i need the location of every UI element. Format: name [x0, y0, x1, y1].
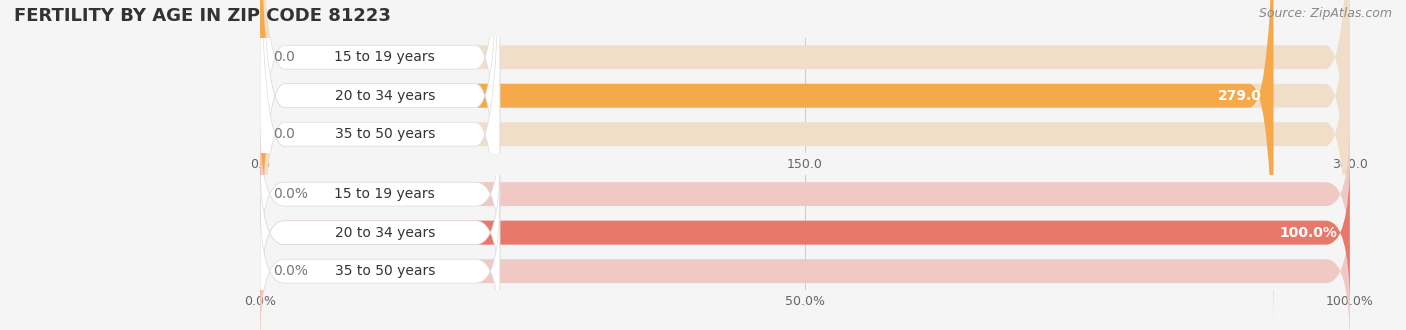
- FancyBboxPatch shape: [260, 0, 1350, 330]
- FancyBboxPatch shape: [260, 159, 1350, 306]
- Text: 20 to 34 years: 20 to 34 years: [335, 89, 434, 103]
- FancyBboxPatch shape: [260, 0, 501, 330]
- FancyBboxPatch shape: [260, 159, 1350, 306]
- Text: 0.0%: 0.0%: [273, 264, 308, 278]
- FancyBboxPatch shape: [260, 0, 501, 301]
- Text: 20 to 34 years: 20 to 34 years: [335, 226, 434, 240]
- FancyBboxPatch shape: [260, 121, 501, 267]
- Text: 279.0: 279.0: [1218, 89, 1261, 103]
- Text: 35 to 50 years: 35 to 50 years: [335, 127, 434, 141]
- FancyBboxPatch shape: [260, 0, 1274, 330]
- Text: Source: ZipAtlas.com: Source: ZipAtlas.com: [1258, 7, 1392, 19]
- FancyBboxPatch shape: [260, 121, 1350, 267]
- FancyBboxPatch shape: [260, 0, 1350, 330]
- Text: 100.0%: 100.0%: [1279, 226, 1337, 240]
- FancyBboxPatch shape: [260, 198, 501, 330]
- Text: 15 to 19 years: 15 to 19 years: [335, 50, 434, 64]
- Text: FERTILITY BY AGE IN ZIP CODE 81223: FERTILITY BY AGE IN ZIP CODE 81223: [14, 7, 391, 25]
- FancyBboxPatch shape: [260, 159, 501, 306]
- FancyBboxPatch shape: [260, 0, 501, 330]
- Text: 35 to 50 years: 35 to 50 years: [335, 264, 434, 278]
- FancyBboxPatch shape: [260, 198, 1350, 330]
- Text: 0.0%: 0.0%: [273, 187, 308, 201]
- Text: 15 to 19 years: 15 to 19 years: [335, 187, 434, 201]
- Text: 0.0: 0.0: [273, 50, 295, 64]
- FancyBboxPatch shape: [260, 0, 1350, 301]
- Text: 0.0: 0.0: [273, 127, 295, 141]
